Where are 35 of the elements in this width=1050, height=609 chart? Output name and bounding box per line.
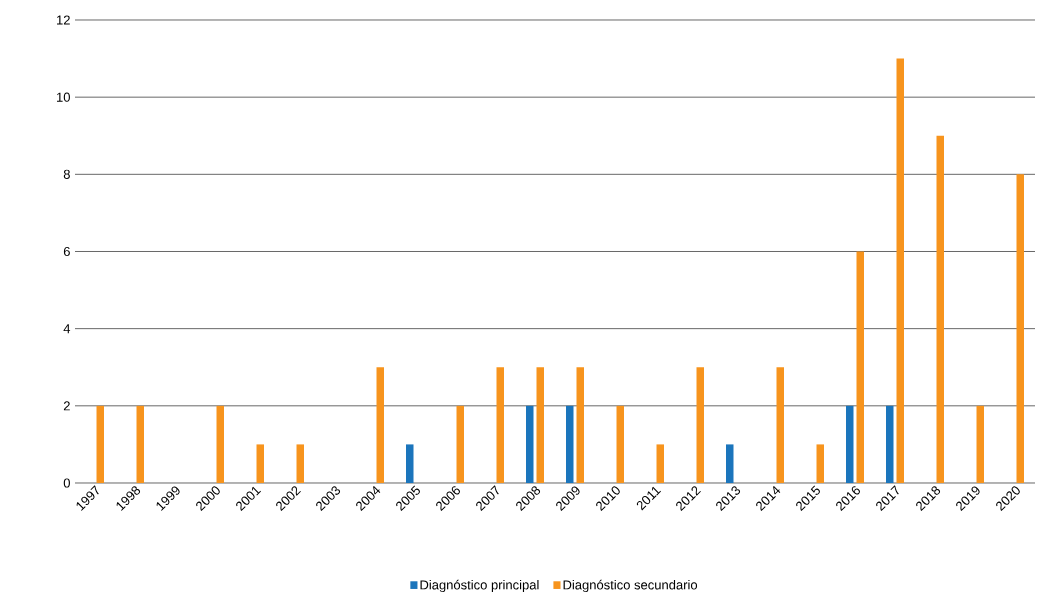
bar [896, 58, 904, 483]
y-tick-label: 6 [63, 246, 70, 257]
bar [886, 405, 894, 483]
y-tick-label: 12 [57, 15, 70, 25]
bar [936, 135, 944, 483]
bar [656, 444, 664, 483]
bar [726, 444, 734, 483]
bar [536, 367, 544, 483]
bar [846, 405, 854, 483]
bar [296, 444, 305, 483]
bar [456, 405, 464, 483]
bar [526, 405, 534, 483]
bar [976, 405, 984, 483]
bar [96, 405, 104, 483]
y-tick-label: 8 [63, 169, 70, 179]
bar [1016, 174, 1024, 483]
bar [256, 444, 265, 483]
bar [776, 367, 784, 483]
bar [376, 367, 385, 483]
y-tick-label: 10 [57, 92, 70, 102]
bar [496, 367, 504, 483]
bar [576, 367, 584, 483]
y-tick-label: 4 [63, 324, 71, 334]
y-tick-label: 2 [63, 401, 70, 411]
bar [616, 405, 624, 483]
y-tick-label: 0 [63, 478, 70, 488]
legend-label: Diagnóstico principal [420, 579, 539, 593]
bar [816, 444, 824, 483]
bar [136, 405, 144, 483]
bar [856, 251, 864, 483]
bar [696, 367, 704, 483]
legend-label: Diagnóstico secundario [563, 579, 698, 593]
bar [406, 444, 414, 483]
bar [566, 405, 574, 483]
bar [216, 405, 224, 483]
